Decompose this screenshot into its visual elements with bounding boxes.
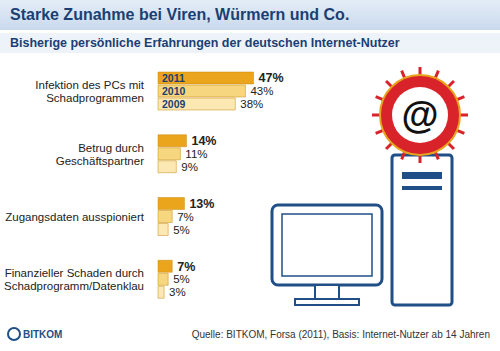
svg-text:9%: 9%: [181, 161, 198, 173]
svg-text:Infektion des PCs mitSchadprog: Infektion des PCs mitSchadprogrammen: [35, 79, 144, 104]
svg-text:11%: 11%: [185, 148, 207, 160]
svg-text:2009: 2009: [162, 98, 186, 110]
svg-text:Quelle: BITKOM, Forsa (2011),: Quelle: BITKOM, Forsa (2011), Basis: Int…: [192, 329, 490, 340]
svg-text:7%: 7%: [177, 260, 195, 274]
svg-text:3%: 3%: [169, 286, 186, 298]
html-text:Bisherige persönliche Erfahrun: Bisherige persönliche Erfahrungen der de…: [10, 36, 400, 50]
svg-text:38%: 38%: [240, 98, 263, 110]
svg-text:2010: 2010: [162, 85, 186, 97]
svg-text:47%: 47%: [259, 71, 284, 85]
svg-text:Finanzieller Schaden durchScha: Finanzieller Schaden durchSchadprogramm/…: [4, 267, 144, 292]
svg-text:@: @: [401, 94, 438, 136]
svg-text:Zugangsdaten ausspioniert: Zugangsdaten ausspioniert: [5, 211, 145, 223]
svg-text:BITKOM: BITKOM: [23, 329, 62, 340]
svg-text:2011: 2011: [162, 72, 185, 84]
html-text:Starke Zunahme bei Viren, Würm: Starke Zunahme bei Viren, Würmern und Co…: [10, 6, 350, 23]
svg-text:Betrug durchGeschäftspartner: Betrug durchGeschäftspartner: [56, 142, 144, 167]
svg-text:5%: 5%: [173, 224, 190, 236]
svg-text:14%: 14%: [191, 134, 216, 148]
svg-text:5%: 5%: [173, 273, 190, 285]
svg-text:7%: 7%: [177, 211, 194, 223]
svg-text:43%: 43%: [250, 85, 273, 97]
svg-text:13%: 13%: [189, 197, 214, 211]
